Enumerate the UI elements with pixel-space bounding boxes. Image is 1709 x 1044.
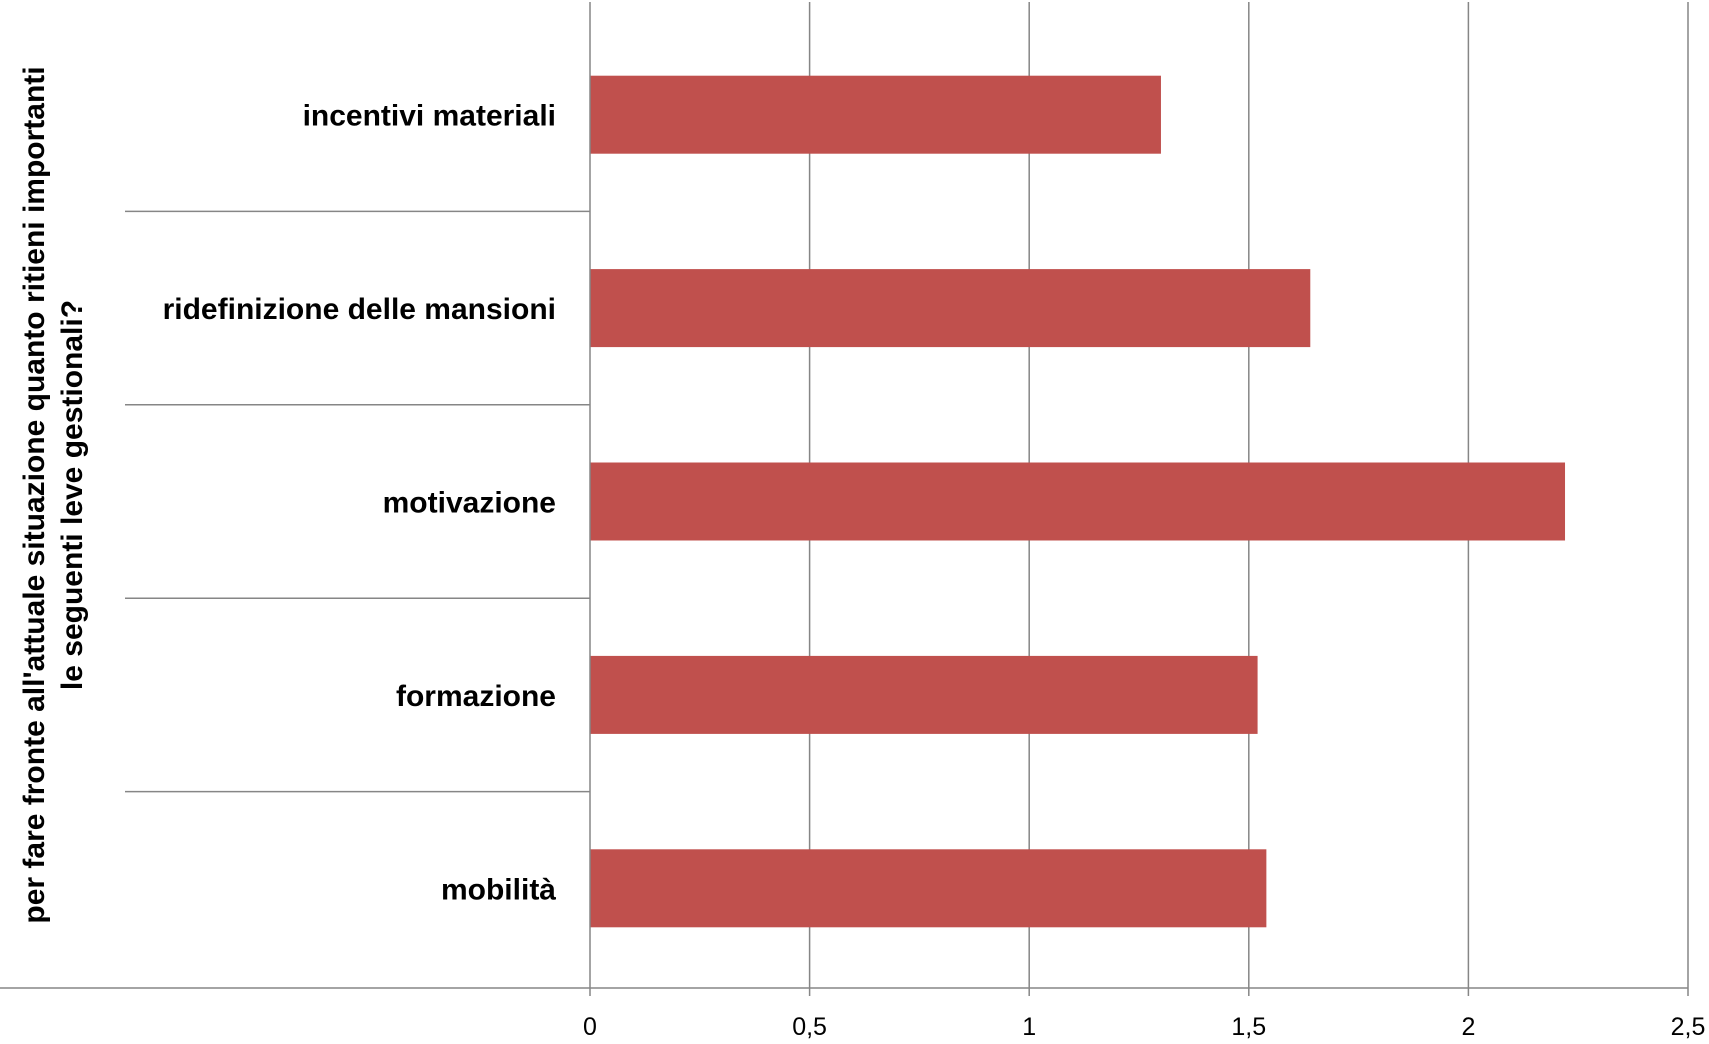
x-tick-label: 2,5	[1671, 1013, 1706, 1041]
bar	[590, 655, 1258, 734]
bar	[590, 75, 1161, 154]
x-tick-labels: 0 0,5 1 1,5 2 2,5	[583, 1013, 1705, 1041]
category-label: incentivi materiali	[303, 100, 556, 133]
bar	[590, 849, 1267, 928]
category-label: formazione	[396, 680, 556, 713]
bars	[590, 75, 1566, 928]
x-tick-label: 2	[1461, 1013, 1475, 1041]
x-tick-label: 1,5	[1231, 1013, 1266, 1041]
y-axis-title-line: per fare fronte all'attuale situazione q…	[18, 66, 51, 923]
x-tick-label: 0	[583, 1013, 597, 1041]
x-tick-label: 0,5	[792, 1013, 827, 1041]
category-label: mobilità	[441, 873, 556, 906]
bar	[590, 462, 1566, 541]
category-label: motivazione	[383, 487, 556, 520]
category-labels: incentivi materiali ridefinizione delle m…	[163, 100, 557, 907]
bar	[590, 269, 1311, 348]
x-tick-label: 1	[1022, 1013, 1036, 1041]
category-label: ridefinizione delle mansioni	[163, 293, 556, 326]
axes	[0, 2, 1689, 996]
y-axis-title: per fare fronte all'attuale situazione q…	[18, 66, 89, 923]
y-axis-title-line: le seguenti leve gestionali?	[56, 300, 89, 690]
